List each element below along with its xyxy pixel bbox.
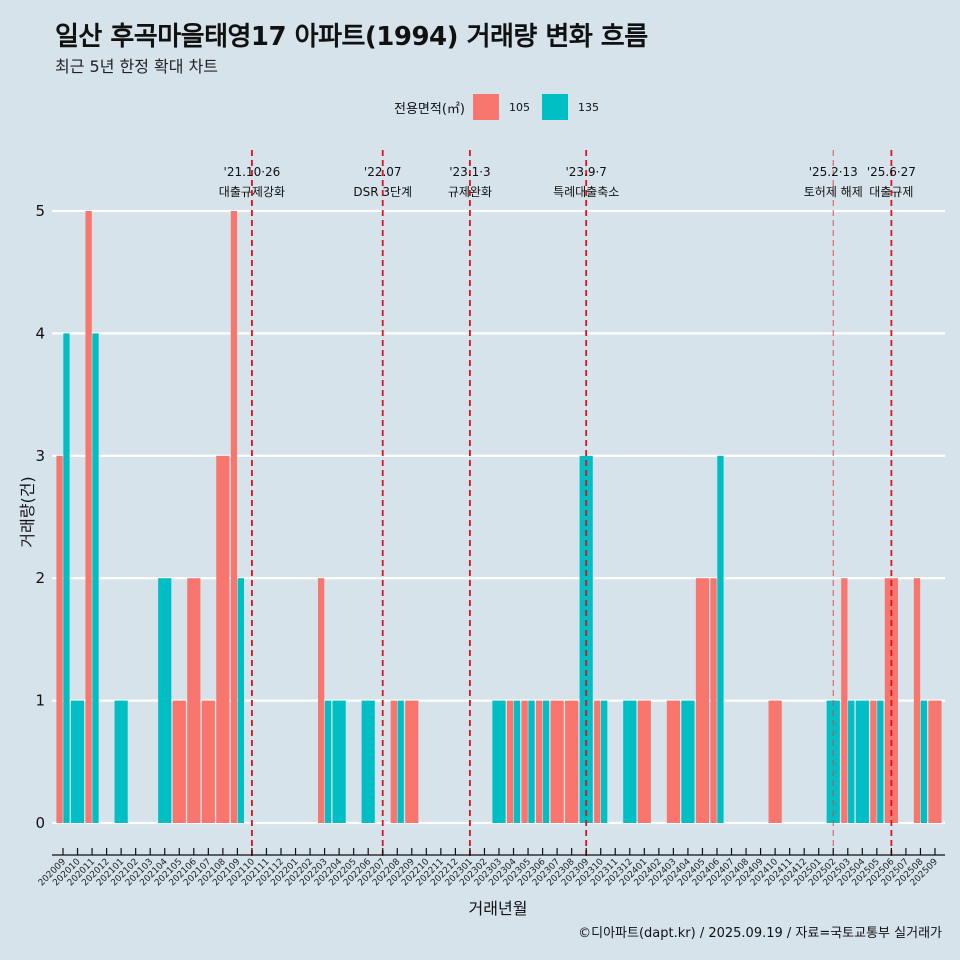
bar-105-202503 (841, 578, 848, 823)
legend: 전용면적(㎡) 105 135 (394, 94, 611, 120)
bar-135-202203 (324, 700, 332, 823)
bar-105-202306 (535, 700, 543, 823)
x-axis-title: 거래년월 (469, 899, 528, 918)
event-date: '25.6·27 (867, 165, 916, 179)
bar-105-202307 (550, 700, 564, 823)
bar-105-202304 (506, 700, 514, 823)
y-axis-title: 거래량(건) (18, 476, 37, 547)
event-label: DSR 3단계 (353, 185, 412, 199)
bar-105-202107 (201, 700, 215, 823)
bar-105-202105 (172, 700, 186, 823)
bar-135-202505 (877, 700, 884, 823)
bar-135-202310 (601, 700, 608, 823)
bar-105-202009 (56, 455, 63, 823)
bar-105-202108 (216, 455, 230, 823)
bar-135-202406 (717, 455, 724, 823)
bar-135-202011 (92, 333, 99, 823)
source-caption: ©디아파트(dapt.kr) / 2025.09.19 / 자료=국토교통부 실… (578, 926, 942, 941)
chart-subtitle: 최근 5년 한정 확대 차트 (55, 57, 219, 76)
bar-135-202304 (513, 700, 521, 823)
y-tick-label: 3 (35, 447, 45, 465)
event-date: '22.07 (364, 165, 402, 179)
bar-105-202509 (928, 700, 942, 823)
bar-135-202305 (528, 700, 535, 823)
event-lines (251, 150, 893, 856)
legend-swatch-135 (541, 94, 568, 120)
bar-105-202208 (390, 700, 397, 823)
bar-105-202011 (85, 211, 92, 823)
legend-title: 전용면적(㎡) (394, 101, 465, 117)
event-annotations: '21.10·26 대출규제강화 '22.07 DSR 3단계 '23.1·3 규제완화 '… (219, 165, 916, 199)
bar-105-202403 (666, 700, 680, 823)
bar-105-202308 (565, 700, 579, 823)
bar-105-202406 (710, 578, 717, 823)
bar-105-202310 (594, 700, 601, 823)
bar-135-202306 (542, 700, 550, 823)
bar-135-202508 (920, 700, 928, 823)
y-tick-label: 5 (35, 202, 45, 220)
bar-135-202010 (70, 700, 85, 823)
event-date: '23.1·3 (449, 165, 490, 179)
x-axis: 2020092020102020112020122021012021022021… (37, 848, 945, 888)
y-tick-label: 0 (35, 814, 45, 832)
bar-105-202505 (870, 700, 877, 823)
bar-135-202206 (361, 700, 375, 823)
event-date: '23.9·7 (565, 165, 606, 179)
bar-135-202303 (492, 700, 506, 823)
bar-105-202405 (695, 578, 710, 823)
bar-135-202204 (332, 700, 346, 823)
chart-title: 일산 후곡마을태영17 아파트(1994) 거래량 변화 흐름 (55, 22, 648, 52)
bar-105-202209 (405, 700, 419, 823)
legend-label-135: 135 (577, 100, 599, 114)
bar-105-202106 (187, 578, 201, 823)
bar-105-202203 (317, 578, 325, 823)
bar-105-202305 (521, 700, 528, 823)
bar-135-202009 (63, 333, 70, 823)
event-label: 대출규제강화 (219, 185, 285, 199)
legend-swatch-105 (472, 94, 499, 120)
event-date: '25.2·13 (809, 165, 858, 179)
bar-135-202208 (397, 700, 404, 823)
event-label: 규제완화 (448, 185, 492, 199)
bar-135-202104 (158, 578, 172, 823)
legend-label-105: 105 (508, 100, 530, 114)
bar-135-202109 (237, 578, 244, 823)
y-tick-label: 4 (35, 324, 45, 342)
event-date: '21.10·26 (224, 165, 281, 179)
bar-135-202504 (855, 700, 869, 823)
event-label: 대출규제 (869, 185, 913, 199)
y-tick-label: 2 (35, 569, 45, 587)
event-label: 특례대출축소 (553, 185, 619, 199)
bar-105-202109 (230, 211, 238, 823)
event-label: 토허제 해제 (804, 185, 863, 199)
bar-135-202309 (579, 455, 593, 823)
bar-135-202312 (623, 700, 637, 823)
bar-135-202404 (681, 700, 695, 823)
bars (56, 211, 942, 823)
y-tick-label: 1 (35, 692, 45, 710)
bar-105-202410 (768, 700, 782, 823)
bar-105-202401 (637, 700, 651, 823)
bar-105-202508 (913, 578, 921, 823)
y-axis: 0 1 2 3 4 5 (35, 202, 45, 832)
bar-135-202101 (114, 700, 128, 823)
bar-135-202503 (848, 700, 855, 823)
